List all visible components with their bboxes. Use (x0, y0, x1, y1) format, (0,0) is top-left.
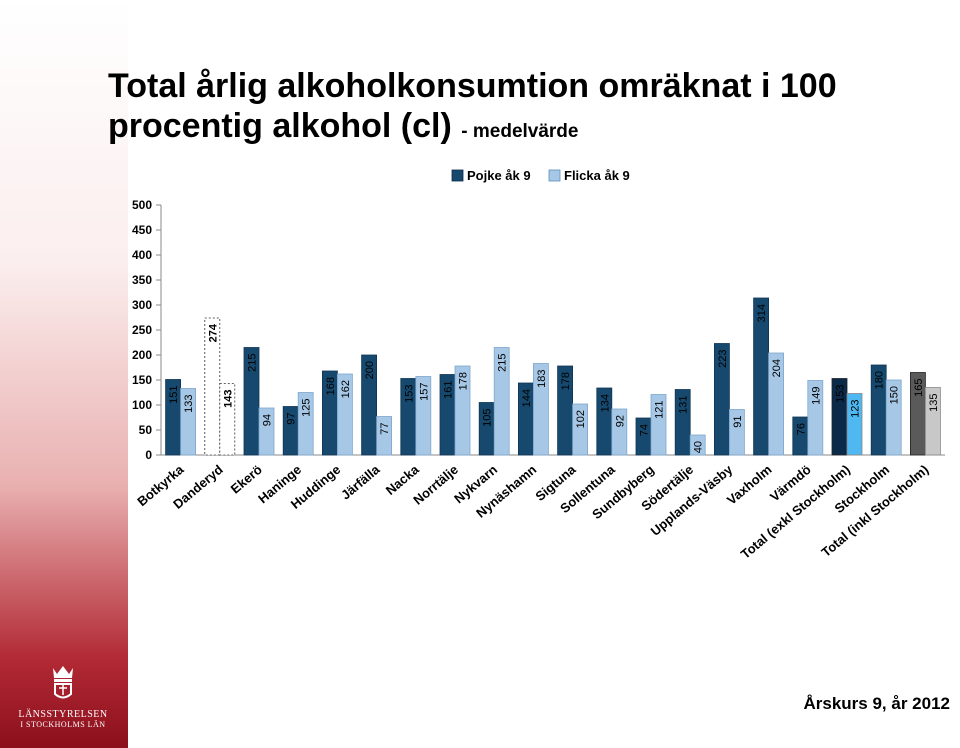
bar (925, 387, 941, 456)
bar (714, 343, 730, 456)
data-label: 157 (418, 383, 430, 401)
category-label: Norrtälje (410, 462, 461, 508)
footer-label: Årskurs 9, år 2012 (803, 694, 951, 713)
data-label: 143 (222, 390, 234, 408)
crown-icon (53, 666, 73, 699)
bar (846, 393, 863, 456)
data-label: 97 (286, 413, 298, 425)
y-tick-label: 0 (145, 448, 152, 462)
data-label: 153 (835, 385, 847, 403)
y-tick-label: 250 (132, 323, 152, 337)
y-tick-label: 200 (132, 348, 152, 362)
title-main: Total årlig alkoholkonsumtion omräknat i… (108, 67, 837, 145)
data-label: 131 (678, 396, 690, 414)
data-label: 178 (458, 372, 470, 390)
sidebar-gradient: LÄNSSTYRELSEN I STOCKHOLMS LÄN (0, 0, 128, 748)
data-label: 180 (874, 371, 886, 389)
y-tick-label: 350 (132, 273, 152, 287)
bar (219, 383, 236, 456)
data-label: 76 (795, 423, 807, 435)
data-label: 125 (301, 399, 313, 417)
bar (243, 347, 260, 456)
bar (297, 392, 314, 456)
data-label: 151 (168, 386, 180, 404)
category-label: Vaxholm (724, 462, 775, 508)
data-label: 40 (693, 441, 705, 453)
data-label: 162 (340, 380, 352, 398)
bar (768, 352, 784, 456)
data-label: 94 (262, 414, 274, 426)
bar (689, 434, 706, 456)
title-suffix: - medelvärde (461, 121, 579, 142)
data-label: 92 (614, 415, 626, 427)
data-label: 150 (889, 386, 901, 404)
bar (361, 354, 378, 456)
data-label: 178 (560, 372, 572, 390)
category-label: Järfälla (338, 461, 383, 502)
data-label: 161 (443, 381, 455, 399)
data-label: 105 (482, 409, 494, 427)
data-label: 77 (379, 423, 391, 435)
data-label: 149 (810, 387, 822, 405)
bar (493, 347, 510, 456)
data-label: 121 (654, 401, 666, 419)
y-tick-label: 100 (132, 398, 152, 412)
y-tick-label: 450 (132, 223, 152, 237)
data-label: 144 (521, 389, 533, 407)
bar (180, 388, 197, 456)
bar (729, 409, 745, 456)
data-label: 200 (364, 361, 376, 379)
data-label: 91 (732, 416, 744, 428)
data-label: 204 (771, 359, 783, 377)
data-label: 223 (717, 350, 729, 368)
data-label: 183 (536, 370, 548, 388)
legend-label: Flicka åk 9 (564, 168, 630, 183)
data-label: 134 (599, 394, 611, 412)
data-label: 165 (913, 379, 925, 397)
data-label: 123 (850, 400, 862, 418)
bar (204, 317, 221, 456)
data-label: 215 (247, 354, 259, 372)
legend-label: Pojke åk 9 (467, 168, 531, 183)
y-tick-label: 300 (132, 298, 152, 312)
bar (572, 403, 588, 456)
page-title: Total årlig alkoholkonsumtion omräknat i… (108, 66, 928, 152)
data-label: 135 (928, 394, 940, 412)
data-label: 168 (325, 377, 337, 395)
bar (533, 363, 549, 456)
bar (258, 407, 275, 456)
bar (336, 373, 353, 456)
data-label: 274 (207, 323, 219, 342)
bar (611, 408, 628, 456)
bar (415, 376, 432, 456)
logo-subtitle: I STOCKHOLMS LÄN (20, 720, 106, 729)
lansstyrelsen-logo: LÄNSSTYRELSEN I STOCKHOLMS LÄN (8, 664, 118, 729)
y-tick-label: 150 (132, 373, 152, 387)
bar (376, 416, 393, 456)
y-tick-label: 500 (132, 198, 152, 212)
logo-name: LÄNSSTYRELSEN (18, 709, 108, 720)
bar (650, 394, 667, 456)
y-tick-label: 400 (132, 248, 152, 262)
data-label: 153 (403, 385, 415, 403)
bar (885, 379, 902, 456)
data-label: 74 (639, 424, 651, 436)
data-label: 215 (497, 354, 509, 372)
legend-swatch (548, 169, 561, 182)
bar (807, 380, 824, 456)
bar (674, 389, 691, 456)
data-label: 102 (575, 410, 587, 428)
legend-swatch (451, 169, 464, 182)
data-label: 314 (756, 304, 768, 322)
y-tick-label: 50 (139, 423, 153, 437)
data-label: 133 (183, 395, 195, 413)
bar (454, 365, 471, 456)
